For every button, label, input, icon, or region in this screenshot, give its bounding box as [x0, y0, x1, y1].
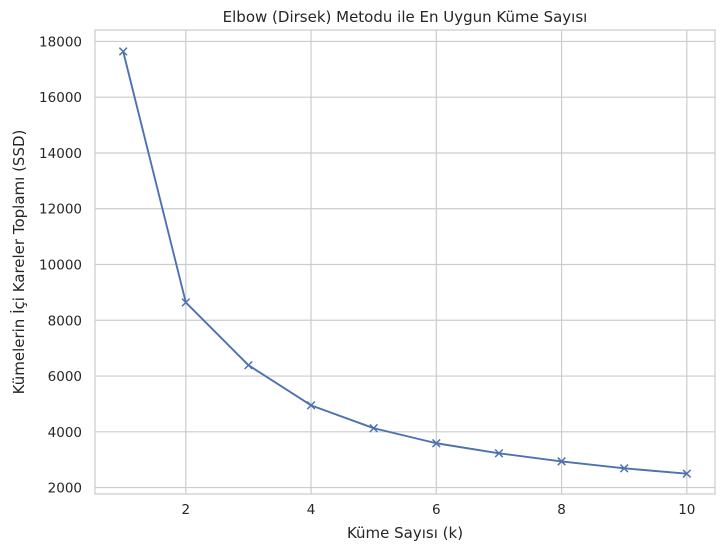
plot-frame [94, 29, 716, 495]
data-point-marker [181, 298, 191, 307]
data-point-marker [118, 47, 128, 56]
y-axis-label: Kümelerin İçi Kareler Toplamı (SSD) [9, 130, 28, 395]
chart-title: Elbow (Dirsek) Metodu ile En Uygun Küme … [223, 8, 588, 26]
x-tick-label: 8 [557, 502, 566, 518]
x-tick-label: 10 [678, 502, 695, 518]
y-tick-label: 2000 [48, 481, 82, 497]
y-tick-label: 10000 [39, 258, 82, 274]
y-tick-label: 12000 [39, 202, 82, 218]
y-tick-label: 4000 [48, 425, 82, 441]
y-tick-label: 18000 [39, 34, 82, 50]
y-tick-label: 8000 [48, 313, 82, 329]
series [118, 47, 692, 478]
data-point-marker [682, 469, 692, 478]
y-tick-label: 14000 [39, 146, 82, 162]
data-point-marker [431, 438, 441, 448]
tick-labels: 2 4 6 8 10 2000 4000 6000 8000 10000 12000 14000 160… [39, 34, 695, 518]
data-point-marker [494, 448, 504, 458]
y-tick-label: 16000 [39, 90, 82, 106]
x-tick-label: 4 [307, 502, 316, 518]
x-axis-label: Küme Sayısı (k) [347, 524, 463, 542]
data-point-marker [619, 464, 629, 473]
data-point-marker [557, 457, 566, 466]
x-tick-label: 2 [182, 502, 191, 518]
data-point-marker [244, 360, 253, 370]
series-line [122, 51, 687, 475]
x-tick-label: 6 [432, 502, 441, 518]
data-point-marker [369, 423, 379, 433]
y-tick-label: 6000 [48, 369, 82, 385]
data-point-marker [306, 400, 316, 410]
grid [95, 30, 715, 494]
